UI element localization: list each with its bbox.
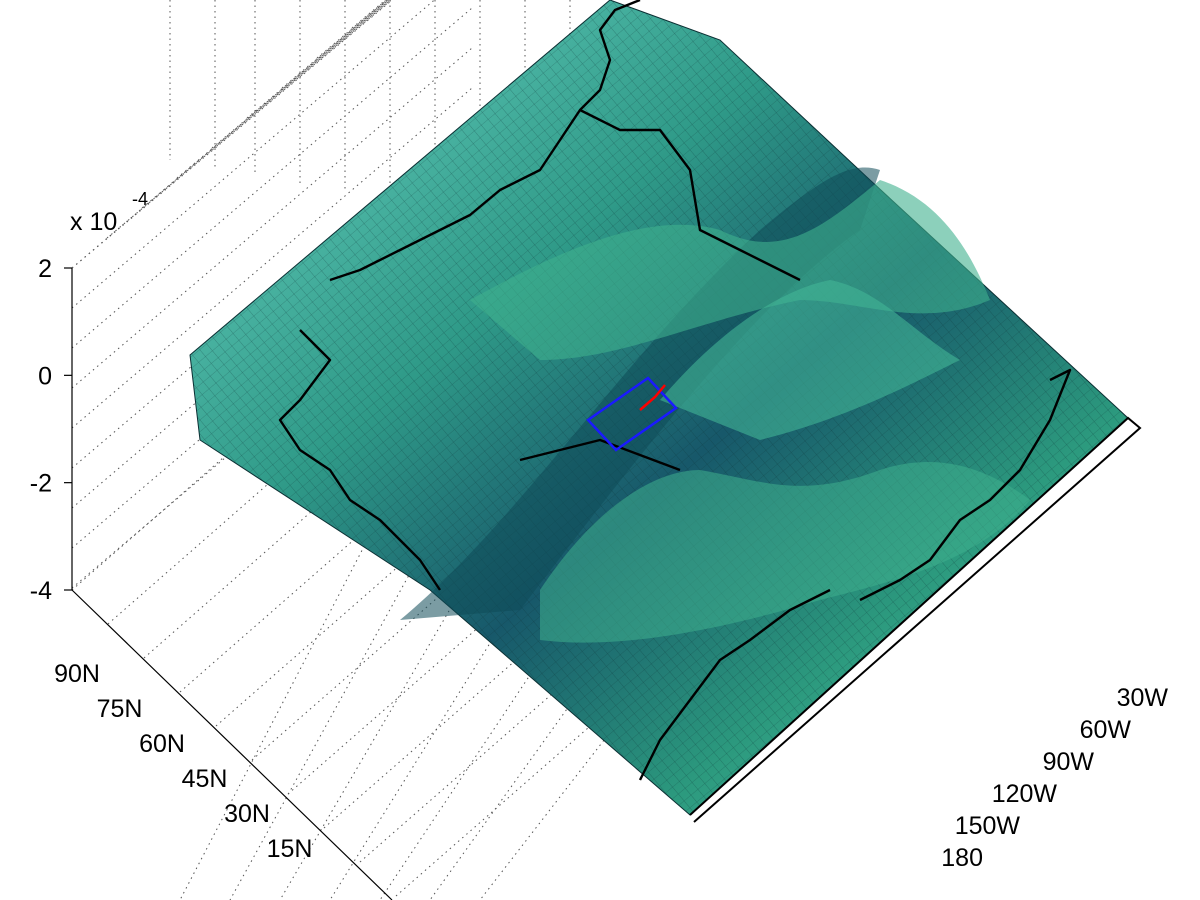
coastline-north <box>329 0 641 282</box>
marker-track <box>639 384 666 411</box>
grid-line-floor-cross <box>279 249 661 900</box>
latitude-tick-label: 30N <box>224 800 270 828</box>
marker-box <box>586 376 678 452</box>
z-multiplier-exponent: -4 <box>132 189 148 209</box>
z-tick-label: -4 <box>30 577 52 605</box>
latitude-axis-line <box>71 589 393 900</box>
surface-ridge-upper <box>470 180 990 360</box>
latitude-tick-label: 60N <box>139 730 185 758</box>
latitude-tick-label: 75N <box>97 695 143 723</box>
longitude-tick-label: 30W <box>1117 684 1169 712</box>
coastline-asia <box>579 108 801 282</box>
longitude-tick-label: 90W <box>1043 748 1095 776</box>
region-marker <box>586 376 678 452</box>
surface-base-edge <box>689 416 1142 823</box>
longitude-tick-label: 120W <box>992 780 1058 808</box>
surface <box>189 0 1142 823</box>
coastline-central <box>519 438 681 472</box>
longitude-tick-label: 180 <box>941 844 983 872</box>
surface-ridge-middle <box>660 280 960 440</box>
latitude-tick-label: 90N <box>54 660 100 688</box>
latitude-tick-label: 15N <box>267 835 313 863</box>
coastline-east <box>859 368 1072 602</box>
z-multiplier-label: x 10 <box>70 208 117 236</box>
axes <box>71 268 393 900</box>
longitude-labels: 30W 60W 90W 120W 150W 180 <box>941 684 1168 872</box>
z-tick-label: -2 <box>30 470 52 498</box>
longitude-tick-label: 60W <box>1080 716 1132 744</box>
coastline-west <box>278 329 441 591</box>
coastlines <box>278 0 1072 781</box>
grid-line-diagonal <box>351 0 387 29</box>
coastline-south <box>638 588 831 781</box>
latitude-tick-label: 45N <box>182 765 228 793</box>
surface-ridge-lower <box>540 461 1030 643</box>
longitude-tick-label: 150W <box>955 812 1021 840</box>
latitude-labels: 90N 75N 60N 45N 30N 15N <box>54 660 312 863</box>
z-tick-label: 0 <box>38 362 52 390</box>
z-axis-labels: 2 0 -2 -4 <box>30 255 72 605</box>
z-tick-label: 2 <box>38 255 52 283</box>
